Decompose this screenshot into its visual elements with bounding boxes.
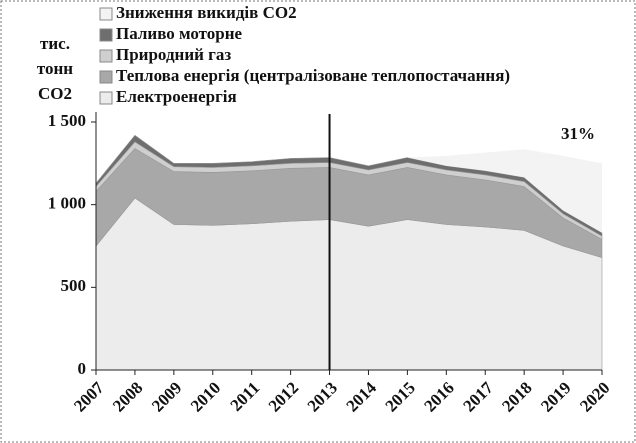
annotation: 31%: [561, 124, 595, 143]
legend-label: Електроенергія: [116, 87, 237, 106]
y-tick-label: 1 500: [48, 111, 86, 130]
area: [95, 134, 603, 237]
legend-swatch: [99, 91, 113, 105]
legend-swatch: [99, 7, 113, 21]
y-tick-label: 500: [61, 276, 87, 295]
legend-label: Теплова енергія (централізоване теплопос…: [116, 66, 510, 85]
y-label: тис.: [40, 34, 70, 53]
y-tick-label: 0: [78, 359, 87, 378]
legend-label: Природний газ: [116, 45, 231, 64]
legend-swatch: [99, 49, 113, 63]
legend-swatch: [99, 28, 113, 42]
y-label: тонн: [37, 59, 73, 78]
y-tick-label: 1 000: [48, 194, 86, 213]
area: [96, 135, 602, 233]
legend-swatch: [99, 70, 113, 84]
legend-label: Паливо моторне: [116, 24, 243, 43]
y-label: CO2: [38, 84, 72, 103]
legend-label: Зниження викидів CO2: [116, 3, 297, 22]
